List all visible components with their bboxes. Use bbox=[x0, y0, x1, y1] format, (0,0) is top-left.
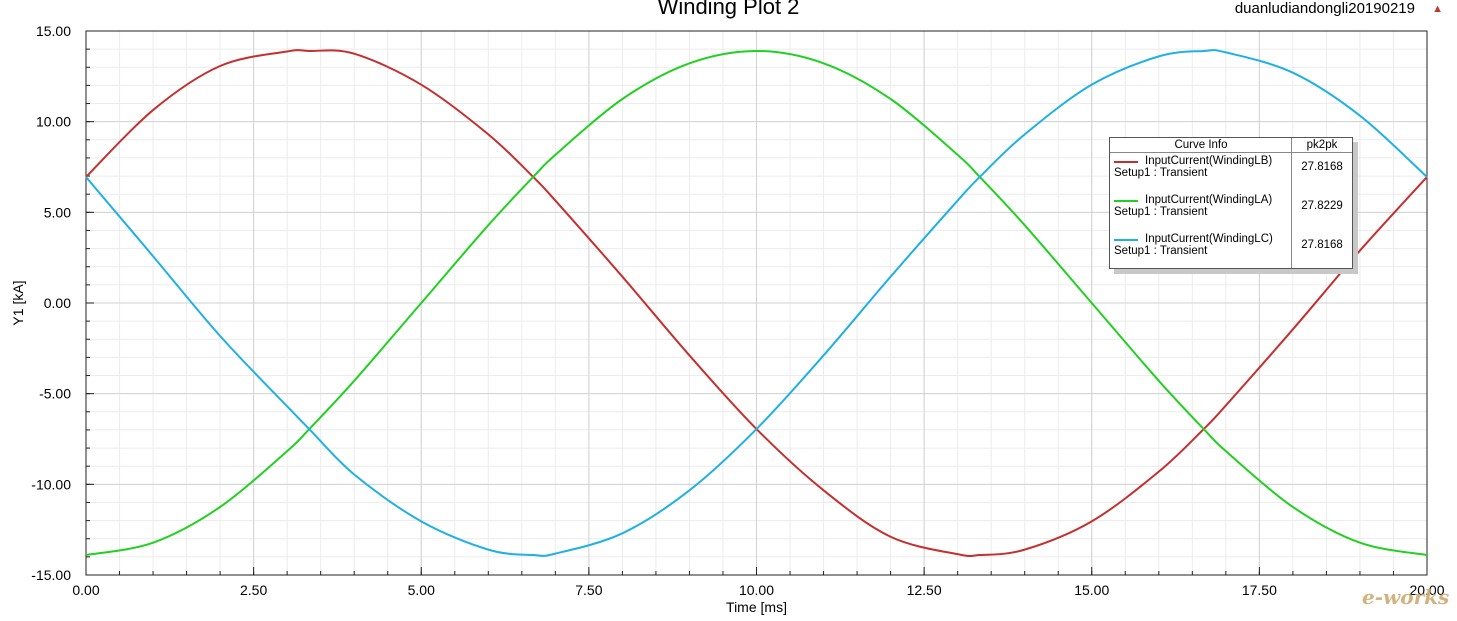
x-axis-label: Time [ms] bbox=[726, 599, 787, 615]
y-tick-label: -5.00 bbox=[39, 386, 71, 402]
x-tick-label: 5.00 bbox=[408, 582, 435, 598]
legend-swatch-windingla bbox=[1114, 200, 1138, 202]
series-line-inputcurrent-windinglc bbox=[85, 49, 1428, 557]
legend-row-windinglc[interactable]: InputCurrent(WindingLC) Setup1 : Transie… bbox=[1110, 232, 1352, 270]
ansys-logo-icon: ▲ bbox=[1432, 3, 1443, 15]
legend-row-windinglb[interactable]: InputCurrent(WindingLB) Setup1 : Transie… bbox=[1110, 154, 1352, 192]
legend-value-windinglc: 27.8168 bbox=[1301, 239, 1343, 251]
legend-setup-windingla: Setup1 : Transient bbox=[1114, 206, 1208, 218]
watermark-logo: e-works bbox=[1362, 585, 1450, 609]
y-tick-label: 0.00 bbox=[44, 295, 71, 311]
legend-row-windingla[interactable]: InputCurrent(WindingLA) Setup1 : Transie… bbox=[1110, 193, 1352, 231]
y-tick-label: -15.00 bbox=[31, 567, 71, 583]
x-tick-label: 2.50 bbox=[240, 582, 267, 598]
legend-header-pk2pk: pk2pk bbox=[1306, 139, 1338, 151]
y-axis-label: Y1 [kA] bbox=[10, 280, 26, 325]
y-tick-label: 10.00 bbox=[36, 114, 71, 130]
legend-name-windinglb: InputCurrent(WindingLB) bbox=[1145, 155, 1273, 167]
legend-name-windinglc: InputCurrent(WindingLC) bbox=[1145, 233, 1273, 245]
x-tick-label: 17.50 bbox=[1242, 582, 1277, 598]
series-lines bbox=[85, 49, 1428, 558]
legend-swatch-windinglb bbox=[1114, 161, 1138, 163]
legend-swatch-windinglc bbox=[1114, 239, 1138, 241]
project-name: duanludiandongli20190219 bbox=[1234, 0, 1415, 17]
grid bbox=[85, 30, 1428, 576]
x-tick-label: 7.50 bbox=[575, 582, 602, 598]
x-tick-label: 15.00 bbox=[1074, 582, 1109, 598]
legend-name-windingla: InputCurrent(WindingLA) bbox=[1145, 194, 1273, 206]
legend-header-divider bbox=[1110, 152, 1352, 153]
chart-title: Winding Plot 2 bbox=[657, 0, 800, 19]
y-tick-label: 5.00 bbox=[44, 204, 71, 220]
y-tick-label: 15.00 bbox=[36, 23, 71, 39]
series-line-inputcurrent-windingla bbox=[85, 49, 1428, 557]
legend-setup-windinglc: Setup1 : Transient bbox=[1114, 245, 1208, 257]
curve-info-legend[interactable]: Curve Info pk2pk InputCurrent(WindingLB)… bbox=[1109, 137, 1353, 269]
x-tick-label: 20.00 bbox=[1409, 582, 1444, 598]
legend-value-windingla: 27.8229 bbox=[1301, 200, 1343, 212]
x-tick-label: 12.50 bbox=[907, 582, 942, 598]
legend-value-windinglb: 27.8168 bbox=[1301, 161, 1343, 173]
legend-column-divider bbox=[1291, 138, 1292, 268]
legend-setup-windinglb: Setup1 : Transient bbox=[1114, 167, 1208, 179]
legend-header-curve-info: Curve Info bbox=[1174, 139, 1228, 151]
x-tick-label: 10.00 bbox=[739, 582, 774, 598]
y-tick-label: -10.00 bbox=[31, 476, 71, 492]
x-tick-label: 0.00 bbox=[72, 582, 99, 598]
axes: 0.00 2.50 5.00 7.50 10.00 12.50 15.00 17.50 20.0… bbox=[10, 23, 1445, 615]
